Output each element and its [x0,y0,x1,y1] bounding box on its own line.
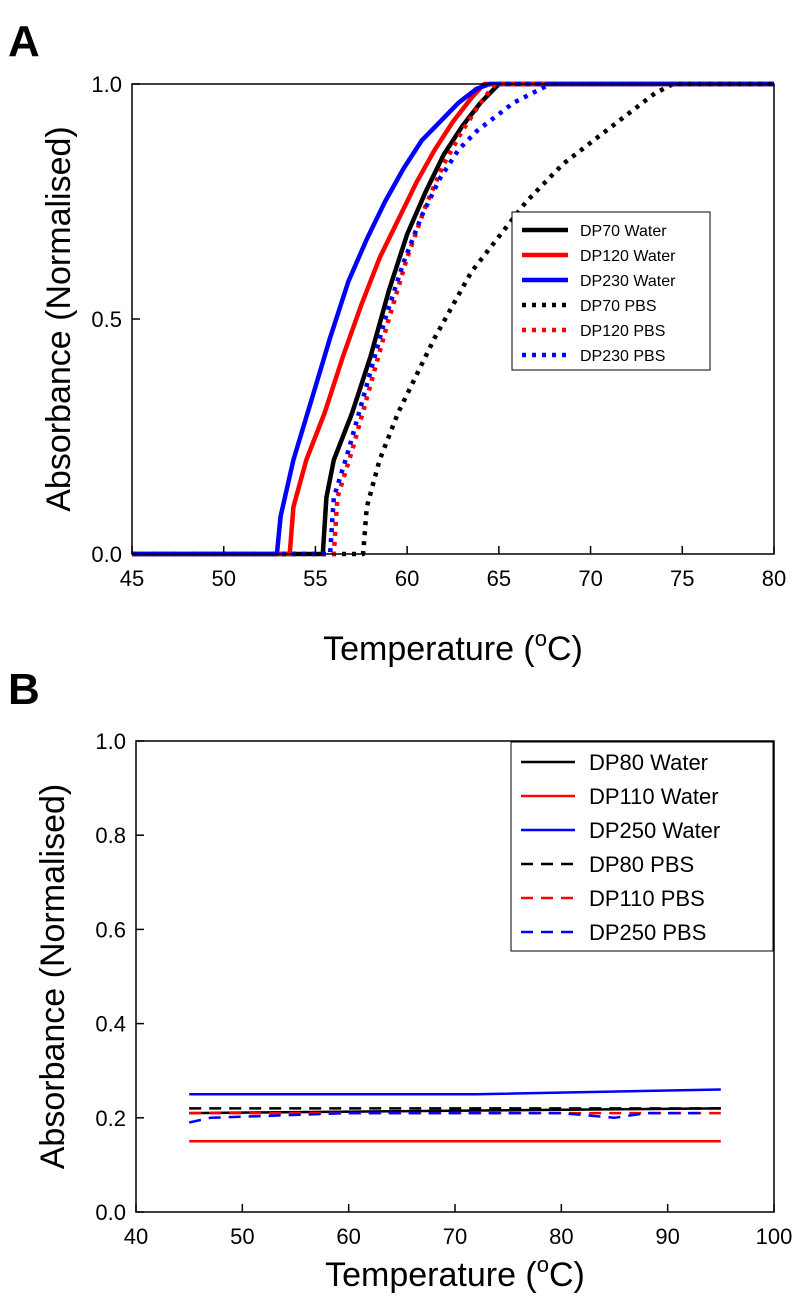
panel-b-ticks: 40 50 60 70 80 90 100 0.0 0.2 0.4 0.6 0.8 1.0 [95,729,792,1249]
panel-b-legend-box [510,741,774,952]
panel-b-x-tick-label: 90 [655,1224,679,1249]
panel-b-legend-label: DP110 PBS [589,886,705,911]
panel-a-x-tick-label: 55 [303,566,327,591]
panel-b-x-axis-title: Temperature (oC) [325,1252,585,1294]
panel-b-x-tick-label: 80 [549,1224,573,1249]
panel-b-x-tick-label: 40 [124,1224,148,1249]
panel-a-y-tick-label: 0.0 [91,542,122,567]
panel-a-legend-label: DP120 PBS [580,323,665,340]
panel-a-x-tick-label: 75 [670,566,694,591]
panel-a-x-tick-label: 65 [487,566,511,591]
panel-b-legend-label: DP250 Water [589,818,720,843]
panel-a-xlabel-end: C) [547,630,583,668]
panel-a-y-axis-title: Absorbance (Normalised) [40,126,78,512]
panel-b-series-3-line [189,1088,721,1096]
panel-b-x-tick-label: 50 [230,1224,254,1249]
panel-a-x-tick-label: 45 [120,566,144,591]
panel-a-y-tick-label: 1.0 [91,72,122,97]
panel-b-legend-label: DP80 Water [589,750,708,775]
chart-panel-b: 40 50 60 70 80 90 100 0.0 0.2 0.4 0.6 0.8 1.0 Temper… [34,729,792,1294]
panel-a-xlabel-main: Temperature ( [323,630,535,668]
panel-b-series-group [188,1088,721,1143]
panel-a-series-6-line [132,81,774,557]
panel-a-series-4-line [132,81,774,557]
panel-b-xlabel-end: C) [549,1256,585,1294]
panel-b-xlabel-main: Temperature ( [325,1256,537,1294]
panel-a-x-tick-label: 50 [211,566,235,591]
panel-b-y-tick-label: 0.6 [95,917,126,942]
panel-b-xlabel-sup: o [537,1252,549,1277]
panel-b-x-tick-label: 70 [443,1224,467,1249]
panel-a-letter: A [8,17,40,66]
panel-a-x-axis-title: Temperature (oC) [323,626,583,668]
panel-a-series-group [132,81,774,557]
panel-a-legend-label: DP70 Water [580,223,667,240]
panel-b-legend: DP80 Water DP110 Water DP250 Water DP80 PBS… [510,741,774,952]
panel-a-legend-label: DP120 Water [580,248,676,265]
panel-b-y-tick-label: 0.2 [95,1106,126,1131]
panel-a-series-5-line [132,81,774,557]
panel-b-y-tick-label: 0.4 [95,1012,126,1037]
panel-a-legend-label: DP230 PBS [580,348,665,365]
panel-b-y-axis-title: Absorbance (Normalised) [34,784,72,1170]
panel-b-x-tick-label: 60 [336,1224,360,1249]
panel-a-x-tick-label: 80 [762,566,786,591]
panel-a-x-tick-label: 70 [578,566,602,591]
panel-b-y-tick-label: 1.0 [95,729,126,754]
panel-a-legend-box [511,211,711,371]
panel-b-letter: B [8,665,40,714]
panel-b-y-tick-label: 0.8 [95,823,126,848]
panel-a-y-tick-label: 0.5 [91,307,122,332]
panel-a-legend-label: DP70 PBS [580,298,656,315]
panel-a-legend: DP70 Water DP120 Water DP230 Water DP70 PBS… [511,211,711,371]
panel-b-legend-label: DP80 PBS [589,852,694,877]
panel-a-ticks: 45 50 55 60 65 70 75 80 0.0 0.5 1.0 [91,72,786,591]
panel-b-legend-label: DP250 PBS [589,920,706,945]
panel-b-y-tick-label: 0.0 [95,1200,126,1225]
panel-a-legend-label: DP230 Water [580,273,676,290]
chart-panel-a: 45 50 55 60 65 70 75 80 0.0 0.5 1.0 Temperature (o… [40,72,786,668]
panel-a-series-3-line [132,81,774,557]
panel-b-series-6-line [188,1111,700,1124]
panel-a-xlabel-sup: o [535,626,547,651]
panel-b-legend-label: DP110 Water [589,784,719,809]
panel-a-series-1-line [132,81,774,557]
panel-a-series-2-line [132,81,774,557]
panel-b-x-tick-label: 100 [756,1224,793,1249]
panel-a-x-tick-label: 60 [395,566,419,591]
